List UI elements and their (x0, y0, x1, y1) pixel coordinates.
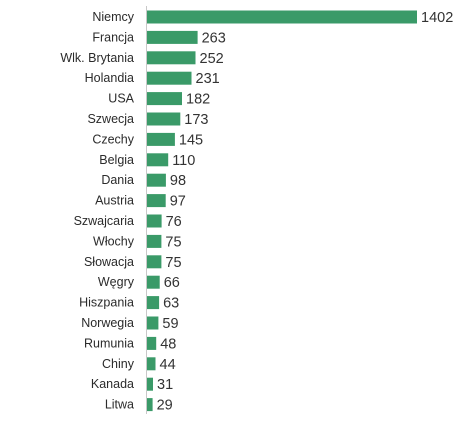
value-label: 1402 (421, 10, 453, 26)
bar (147, 10, 417, 24)
category-labels: Niemcy Francja Wlk. Brytania Holandia USA Szw… (60, 10, 134, 412)
bar (147, 132, 175, 146)
value-label: 29 (157, 398, 173, 414)
bar (147, 296, 160, 310)
value-label: 98 (170, 173, 186, 189)
value-label: 31 (157, 377, 173, 393)
category-label: Francja (92, 30, 134, 44)
category-label: Czechy (92, 132, 134, 146)
category-label: Rumunia (84, 336, 134, 350)
value-label: 75 (165, 234, 181, 250)
bar (147, 398, 153, 412)
bar (147, 71, 192, 85)
bar (147, 214, 162, 228)
value-label: 145 (179, 132, 203, 148)
category-label: Dania (101, 173, 134, 187)
bar (147, 234, 162, 248)
value-label: 231 (196, 71, 220, 87)
value-label: 182 (186, 92, 210, 108)
category-label: Niemcy (92, 10, 134, 24)
value-label: 252 (200, 51, 224, 67)
value-label: 44 (160, 357, 176, 373)
category-label: Belgia (99, 153, 134, 167)
bar (147, 194, 166, 208)
category-label: USA (108, 92, 134, 106)
value-label: 263 (202, 30, 226, 46)
bar (147, 377, 153, 391)
bar (147, 275, 160, 289)
value-label: 110 (172, 153, 195, 169)
category-label: Norwegia (81, 316, 134, 330)
category-label: Węgry (98, 275, 135, 289)
bar (147, 30, 198, 44)
category-label: Słowacja (84, 255, 134, 269)
value-label: 173 (184, 112, 208, 128)
bar (147, 112, 181, 126)
value-label: 48 (160, 336, 176, 352)
value-label: 75 (165, 255, 181, 271)
category-label: Chiny (102, 357, 135, 371)
value-label: 97 (170, 194, 186, 210)
category-label: Hiszpania (79, 296, 134, 310)
bar (147, 153, 169, 167)
bar (147, 316, 159, 330)
value-label: 66 (164, 275, 180, 291)
value-labels: 1402 263 252 231 182 173 145 110 98 97 76 75 75 66 63 5… (157, 10, 454, 414)
value-label: 59 (162, 316, 178, 332)
category-label: Wlk. Brytania (60, 51, 134, 65)
bar (147, 336, 157, 350)
bar (147, 92, 182, 106)
value-label: 63 (163, 296, 179, 312)
category-label: Włochy (93, 234, 135, 248)
bar (147, 173, 166, 187)
value-label: 76 (166, 214, 182, 230)
category-label: Szwajcaria (74, 214, 134, 228)
bar (147, 357, 156, 371)
bar (147, 255, 162, 269)
category-label: Szwecja (87, 112, 134, 126)
category-label: Litwa (105, 398, 134, 412)
category-label: Kanada (91, 377, 134, 391)
bar (147, 51, 196, 65)
bar-group (147, 10, 417, 412)
category-label: Austria (95, 194, 134, 208)
category-label: Holandia (85, 71, 134, 85)
